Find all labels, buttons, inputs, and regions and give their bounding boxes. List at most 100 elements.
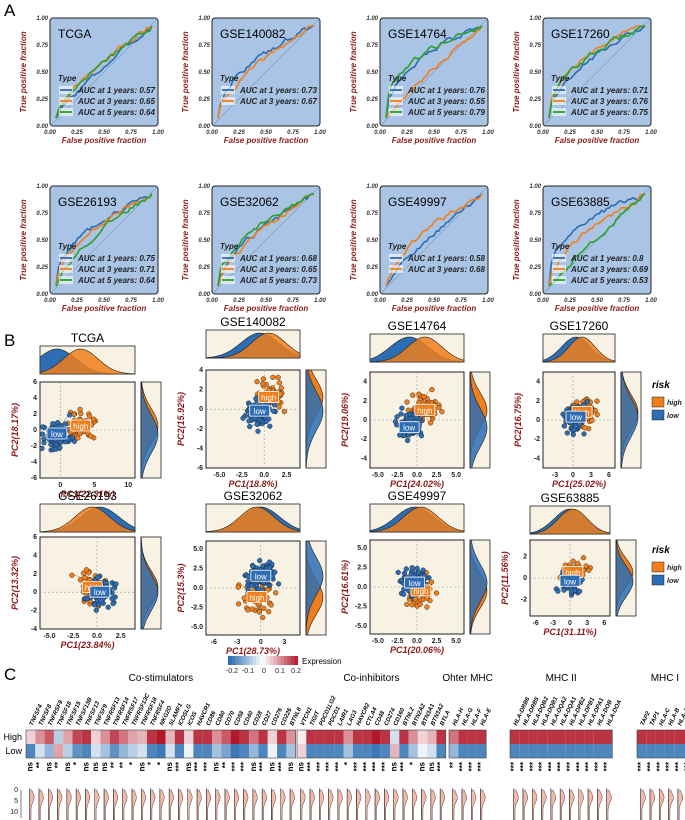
density-ridge	[439, 789, 446, 820]
pca-point-low	[409, 565, 415, 571]
roc-y-tick: 0.00	[36, 124, 48, 130]
pca-x-tick: 0	[571, 472, 575, 479]
heatmap-significance: ***	[593, 761, 602, 771]
roc-y-tick: 0.75	[366, 43, 378, 49]
density-ridge	[365, 789, 371, 820]
heatmap-cell-high	[100, 730, 110, 744]
heatmap-significance: **	[119, 761, 128, 768]
pca-y-tick: -2	[197, 426, 203, 433]
heatmap-cell-low	[258, 744, 268, 758]
pca-point-low	[271, 402, 278, 408]
heatmap-cell-low	[249, 744, 259, 758]
pca-x-label: PC1(31.11%)	[543, 627, 596, 637]
heatmap-significance: ***	[477, 761, 486, 771]
heatmap-cell-high	[324, 730, 335, 744]
colorbar-step	[273, 656, 278, 665]
roc-x-tick: 0.50	[98, 298, 110, 304]
heatmap-cell-low	[476, 744, 487, 758]
roc-x-tick: 0.25	[564, 298, 576, 304]
pca-point-high	[429, 387, 435, 393]
roc-x-tick: 0.00	[44, 130, 56, 136]
pca-x-tick: 0.0	[92, 633, 102, 640]
roc-y-label: True positive fraction	[181, 199, 190, 280]
roc-x-tick: 0.75	[455, 130, 467, 136]
pca-label-box-low	[250, 569, 272, 582]
pca-plot-gse17260: GSE17260highlow-3036420-2-4PC1(25.02%)PC…	[513, 319, 642, 489]
pca-label-box-high	[414, 403, 436, 416]
roc-diagonal	[379, 185, 489, 295]
pca-x-tick: 0	[58, 482, 62, 489]
heatmap-significance: ns	[418, 761, 427, 771]
heatmap-cell-high	[547, 730, 557, 744]
density-y-tick: 10	[10, 809, 18, 816]
heatmap-cell-low	[390, 744, 400, 758]
colorbar-step	[280, 656, 285, 665]
roc-y-tick: 0.00	[198, 124, 210, 130]
pca-point-high	[424, 604, 430, 610]
pca-point-high	[83, 567, 90, 573]
pca-x-tick: 6	[602, 620, 606, 627]
pca-x-tick: -5.0	[213, 472, 225, 479]
colorbar-step	[238, 656, 243, 665]
pca-y-tick: 0	[199, 406, 203, 413]
heatmap-cell-low	[674, 744, 684, 758]
pca-y-tick: 2	[33, 571, 37, 578]
pca-point-low	[276, 581, 282, 587]
pca-y-tick: -2.5	[355, 604, 367, 611]
roc-x-tick: 1.00	[152, 130, 164, 136]
pca-top-density-high	[205, 332, 301, 359]
heatmap-cell-low	[537, 744, 548, 758]
pca-x-tick: 2.5	[282, 472, 292, 479]
pca-point-high	[582, 425, 588, 431]
colorbar-step	[287, 656, 292, 665]
pca-y-tick: -6	[197, 465, 203, 472]
density-ridge	[187, 789, 193, 820]
roc-plot-gse32062: 0.000.00 0.25 0.25 0.50 0.50 0.75 0.75 1.00 1.00…	[181, 184, 326, 313]
heatmap-significance: ns	[165, 761, 174, 771]
pca-title: TCGA	[71, 331, 104, 345]
heatmap-significance: ns	[184, 761, 193, 771]
heatmap-cell-low	[63, 744, 73, 758]
roc-title: GSE140082	[220, 27, 286, 41]
roc-x-label: False positive fraction	[555, 304, 640, 313]
roc-title: GSE14764	[388, 27, 447, 41]
pca-point-high	[260, 614, 266, 621]
colorbar-step	[259, 656, 264, 665]
roc-x-tick: 0.25	[401, 130, 413, 136]
heatmap-significance: ***	[258, 761, 267, 771]
heatmap-cell-high	[510, 730, 520, 744]
pca-y-tick: -4	[31, 626, 37, 633]
pca-point-low	[266, 559, 273, 565]
colorbar-tick: 0.2	[291, 668, 301, 675]
pca-x-tick: 3	[585, 620, 589, 627]
density-ridge	[234, 789, 240, 820]
heatmap-cell-high	[362, 730, 372, 744]
pca-y-tick: 6	[33, 379, 37, 386]
pca-point-low	[267, 423, 273, 429]
density-ridge	[550, 789, 556, 820]
heatmap-cell-high	[334, 730, 344, 744]
heatmap-cell-low	[449, 744, 459, 758]
pca-point-high	[77, 406, 83, 413]
heatmap-significance: *	[408, 761, 417, 765]
heatmap-cell-high	[91, 730, 101, 744]
pca-point-low	[555, 588, 561, 594]
density-ridge	[252, 789, 258, 820]
pca-title: GSE26193	[58, 489, 117, 503]
pca-title: GSE17260	[550, 319, 609, 333]
pca-point-high	[575, 561, 581, 567]
roc-x-tick: 0.50	[591, 298, 603, 304]
heatmap-cell-high	[119, 730, 129, 744]
heatmap-gene-label: HLA-A	[677, 707, 685, 726]
heatmap-cell-low	[26, 744, 36, 758]
roc-x-label: False positive fraction	[224, 136, 309, 145]
roc-x-tick: 0.25	[71, 130, 83, 136]
roc-legend-entry: AUC at 1 years: 0.71	[570, 86, 648, 95]
roc-x-tick: 0.00	[374, 298, 386, 304]
heatmap-significance: ***	[277, 761, 286, 771]
heatmap-significance: **	[109, 761, 118, 768]
pca-point-low	[401, 591, 407, 597]
pca-point-low	[403, 412, 409, 419]
pca-point-high	[594, 398, 600, 404]
pca-label-high: high	[417, 406, 432, 415]
